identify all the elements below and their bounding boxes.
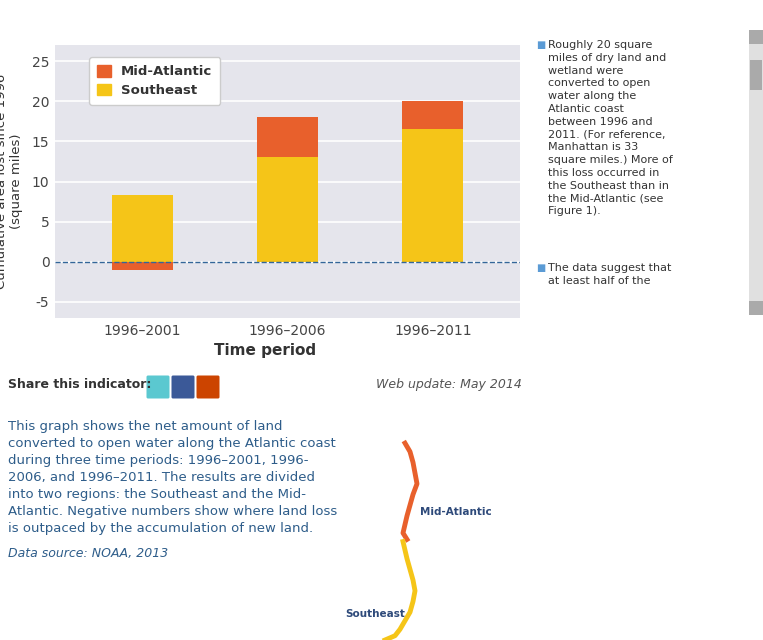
Text: 2006, and 1996–2011. The results are divided: 2006, and 1996–2011. The results are div… [8,471,315,484]
Bar [749,30,763,44]
Text: Time period: Time period [214,343,316,358]
Text: ▷: ▷ [735,359,747,374]
Bar [257,117,318,157]
Text: Notes: Notes [546,360,592,374]
FancyBboxPatch shape [197,376,220,399]
Text: Web update: May 2014: Web update: May 2014 [376,378,522,392]
Text: Background: Background [546,324,640,339]
Text: Share this indicator:: Share this indicator: [8,378,151,392]
Bar [749,30,763,315]
Text: into two regions: the Southeast and the Mid-: into two regions: the Southeast and the … [8,488,306,501]
Text: Roughly 20 square
miles of dry land and
wetland were
converted to open
water alo: Roughly 20 square miles of dry land and … [548,40,673,216]
Text: This graph shows the net amount of land: This graph shows the net amount of land [8,420,282,433]
Bar [111,262,172,270]
Bar [750,60,762,90]
Legend: Mid-Atlantic, Southeast: Mid-Atlantic, Southeast [89,57,221,105]
Bar [402,101,463,129]
Text: ■: ■ [536,263,546,273]
Text: Figure 1.: Figure 1. [6,8,80,22]
Text: converted to open water along the Atlantic coast: converted to open water along the Atlant… [8,437,336,450]
Text: ▷: ▷ [735,324,747,339]
Bar [111,195,172,262]
Text: Mid-Atlantic: Mid-Atlantic [420,507,491,516]
Text: Technical Documentation: Technical Documentation [546,429,743,444]
Text: ▷: ▷ [735,429,747,444]
Text: is outpaced by the accumulation of new land.: is outpaced by the accumulation of new l… [8,522,313,535]
Bar [257,157,318,262]
Text: ▽: ▽ [735,8,747,22]
FancyBboxPatch shape [172,376,195,399]
Text: ▷: ▷ [735,394,747,409]
Y-axis label: Cumulative area lost since 1996
(square miles): Cumulative area lost since 1996 (square … [0,74,24,289]
Text: Atlantic. Negative numbers show where land loss: Atlantic. Negative numbers show where la… [8,505,337,518]
Text: during three time periods: 1996–2001, 1996-: during three time periods: 1996–2001, 19… [8,454,308,467]
Bar [749,301,763,315]
Text: ■: ■ [536,40,546,50]
Text: Southeast: Southeast [345,609,405,620]
Text: Data Sources: Data Sources [546,394,651,408]
FancyBboxPatch shape [146,376,169,399]
Text: Land Loss Along the Atlantic Coast, 1996–2011: Land Loss Along the Atlantic Coast, 1996… [56,8,401,22]
Text: The data suggest that
at least half of the: The data suggest that at least half of t… [548,263,671,286]
Text: Data source: NOAA, 2013: Data source: NOAA, 2013 [8,547,169,560]
Text: Key Points: Key Points [549,8,636,22]
Bar [402,129,463,262]
